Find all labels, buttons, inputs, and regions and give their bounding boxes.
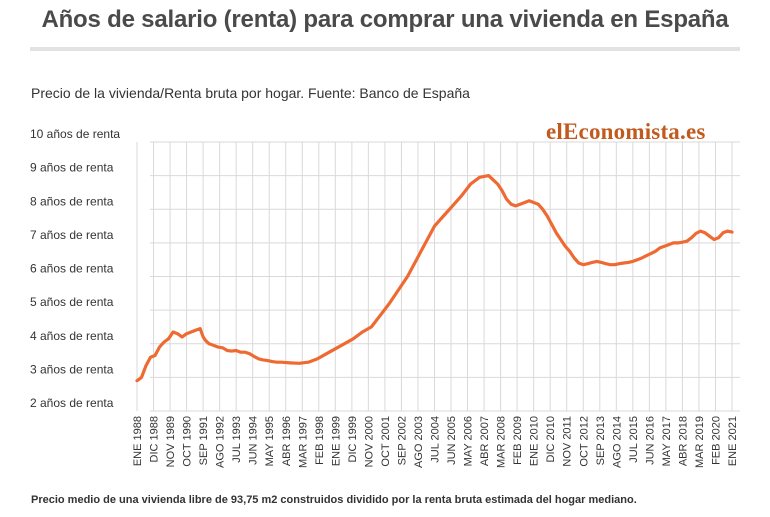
x-tick-label: JUL 2004 bbox=[430, 416, 442, 463]
x-tick-label: FEB 2020 bbox=[710, 416, 722, 465]
x-tick-label: ENE 1988 bbox=[132, 416, 144, 466]
footnote: Precio medio de una vivienda libre de 93… bbox=[31, 494, 637, 506]
y-tick-label: 6 años de renta bbox=[30, 262, 114, 276]
x-tick-label: ABR 2018 bbox=[677, 416, 689, 466]
x-tick-label: NOV 2000 bbox=[363, 416, 375, 467]
brand-logo: elEconomista.es bbox=[546, 119, 706, 144]
x-tick-label: DIC 2010 bbox=[545, 416, 557, 462]
x-tick-label: AGO 2003 bbox=[413, 416, 425, 468]
x-tick-label: MAR 1997 bbox=[297, 416, 309, 468]
y-tick-label: 10 años de renta bbox=[30, 127, 120, 141]
chart-subtitle: Precio de la vivienda/Renta bruta por ho… bbox=[31, 85, 470, 101]
grid-lines bbox=[136, 141, 740, 412]
series-line bbox=[135, 174, 734, 383]
x-axis: ENE 1988 DIC 1988 NOV 1989 OCT 1990 SEP 1991… bbox=[132, 416, 739, 468]
x-tick-label: DIC 1988 bbox=[149, 416, 161, 462]
y-tick-label: 3 años de renta bbox=[30, 362, 114, 376]
x-tick-label: NOV 1989 bbox=[165, 416, 177, 467]
x-tick-label: OCT 2012 bbox=[578, 416, 590, 467]
x-tick-label: ABR 2007 bbox=[479, 416, 491, 466]
x-tick-label: ABR 1996 bbox=[281, 416, 293, 466]
x-tick-label: MAR 2019 bbox=[694, 416, 706, 468]
x-tick-label: DIC 1999 bbox=[347, 416, 359, 462]
x-tick-label: NOV 2011 bbox=[562, 416, 574, 467]
x-tick-label: JUN 2016 bbox=[644, 416, 656, 465]
x-tick-label: MAY 2006 bbox=[463, 416, 475, 466]
x-tick-label: MAR 2008 bbox=[496, 416, 508, 468]
title-divider bbox=[30, 47, 740, 51]
x-tick-label: AGO 1992 bbox=[215, 416, 227, 468]
chart-title: Años de salario (renta) para comprar una… bbox=[41, 6, 729, 33]
x-tick-label: OCT 2001 bbox=[380, 416, 392, 467]
x-tick-label: JUL 2015 bbox=[628, 416, 640, 463]
x-tick-label: OCT 1990 bbox=[182, 416, 194, 467]
x-tick-label: SEP 2013 bbox=[595, 416, 607, 465]
x-tick-label: JUN 2005 bbox=[446, 416, 458, 465]
x-tick-label: MAY 2017 bbox=[661, 416, 673, 466]
x-tick-label: AGO 2014 bbox=[611, 416, 623, 468]
y-tick-label: 2 años de renta bbox=[30, 396, 114, 410]
x-tick-label: ENE 2010 bbox=[529, 416, 541, 466]
y-tick-label: 9 años de renta bbox=[30, 161, 114, 175]
x-tick-label: JUN 1994 bbox=[248, 416, 260, 465]
x-tick-label: FEB 1998 bbox=[314, 416, 326, 465]
y-tick-label: 7 años de renta bbox=[30, 228, 114, 242]
x-tick-label: FEB 2009 bbox=[512, 416, 524, 465]
y-axis: 10 años de renta 9 años de renta 8 años de… bbox=[30, 127, 120, 410]
x-tick-label: MAY 1995 bbox=[264, 416, 276, 466]
y-tick-label: 8 años de renta bbox=[30, 194, 114, 208]
x-tick-label: JUL 1993 bbox=[231, 416, 243, 463]
x-tick-label: ENE 1999 bbox=[330, 416, 342, 466]
y-tick-label: 5 años de renta bbox=[30, 295, 114, 309]
x-tick-label: SEP 1991 bbox=[198, 416, 210, 465]
x-tick-label: SEP 2002 bbox=[396, 416, 408, 465]
series-group bbox=[135, 174, 734, 383]
x-tick-label: ENE 2021 bbox=[727, 416, 739, 466]
y-tick-label: 4 años de renta bbox=[30, 329, 114, 343]
